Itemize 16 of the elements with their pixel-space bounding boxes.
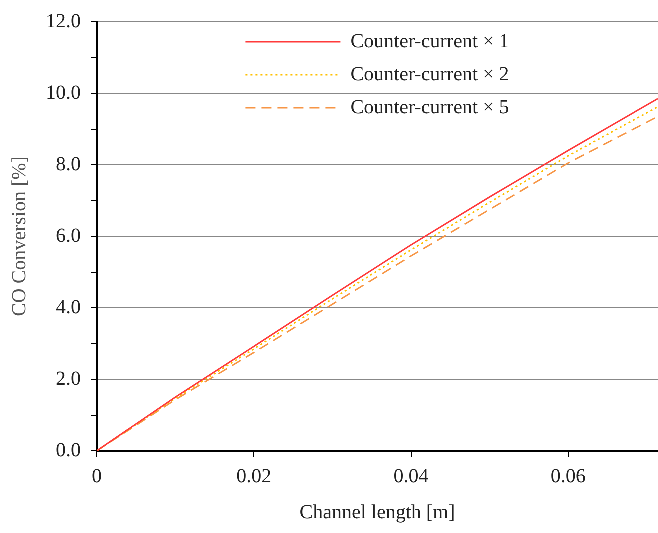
- legend-label: Counter-current × 2: [350, 63, 510, 86]
- legend-label: Counter-current × 5: [350, 96, 510, 118]
- x-tick-label: 0: [92, 465, 102, 488]
- y-tick-label: 10.0: [46, 82, 81, 104]
- y-tick-label: 4.0: [56, 296, 81, 318]
- y-axis-title: CO Conversion [%]: [8, 156, 30, 316]
- legend-label: Counter-current × 1: [350, 30, 510, 52]
- x-tick-label: 0.06: [550, 465, 586, 488]
- x-axis-title: Channel length [m]: [300, 501, 456, 524]
- y-tick-label: 8.0: [56, 153, 81, 176]
- x-tick-label: 0.04: [394, 465, 429, 488]
- y-tick-label: 2.0: [56, 368, 81, 390]
- y-tick-label: 0.0: [56, 439, 81, 462]
- x-tick-label: 0.02: [236, 465, 272, 488]
- y-tick-label: 12.0: [46, 10, 81, 32]
- y-tick-label: 6.0: [56, 224, 81, 247]
